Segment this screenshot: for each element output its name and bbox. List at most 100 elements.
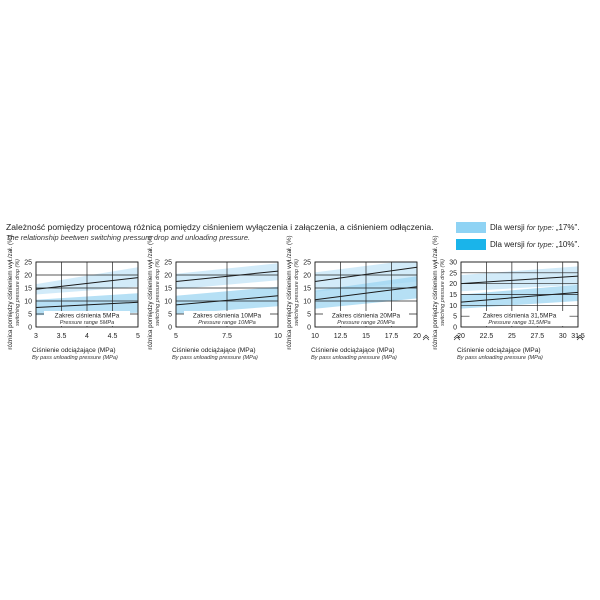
y-tick-label: 0 xyxy=(168,325,172,332)
y-tick-label: 15 xyxy=(164,286,172,293)
x-tick-label: 3.5 xyxy=(57,333,67,340)
chart-1: 0 5 10 15 20 25 3 3.5 4 4.5 5 Zakres ciśnienia 5MPa… xyxy=(7,235,140,361)
range-label: Zakres ciśnienia 5MPa xyxy=(55,313,120,320)
x-tick-label: 30 xyxy=(559,333,567,340)
legend-swatch-10 xyxy=(456,239,486,250)
y-axis-label: różnica pomiędzy ciśnieniem wył./zał. (%… xyxy=(7,235,14,349)
x-axis-label-en: By pass unloading pressure (MPa) xyxy=(32,355,118,361)
range-label: Zakres ciśnienia 10MPa xyxy=(193,313,262,320)
legend-swatch-17 xyxy=(456,222,486,233)
y-tick-label: 5 xyxy=(28,312,32,319)
x-axis-label-en: By pass unloading pressure (MPa) xyxy=(172,355,258,361)
y-tick-label: 20 xyxy=(24,273,32,280)
legend-item-17: Dla wersji for type: „17%". xyxy=(456,221,596,234)
x-axis-label-en: By pass unloading pressure (MPa) xyxy=(457,355,543,361)
series-line-2 xyxy=(461,291,578,303)
y-tick-label: 15 xyxy=(449,292,457,299)
legend-value: „17%". xyxy=(555,223,580,232)
legend-value: „10%". xyxy=(555,240,580,249)
x-tick-label: 25 xyxy=(508,333,516,340)
x-tick-label: 22.5 xyxy=(480,333,494,340)
range-label-box xyxy=(44,311,130,326)
range-label: Zakres ciśnienia 31,5MPa xyxy=(483,313,557,320)
figure-subtitle: The relationship beetwen switching press… xyxy=(6,233,251,242)
x-axis-label: Ciśnienie odciążające (MPa) xyxy=(32,347,116,354)
legend-label: Dla wersji xyxy=(490,240,525,249)
range-label-en: Pressure range 10MPa xyxy=(198,320,256,326)
y-tick-label: 0 xyxy=(28,325,32,332)
y-tick-label: 20 xyxy=(449,281,457,288)
range-label: Zakres ciśnienia 20MPa xyxy=(332,313,401,320)
legend-type-label: for type: xyxy=(526,223,554,232)
x-tick-label: 5 xyxy=(136,333,140,340)
y-axis-label-en: switching pressure drop (%) xyxy=(294,259,300,326)
x-tick-label: 7.5 xyxy=(222,333,232,340)
tolerance-band-2 xyxy=(461,284,578,309)
range-label-en: Pressure range 20MPa xyxy=(337,320,395,326)
figure-title: Zależność pomiędzy procentową różnicą po… xyxy=(6,222,434,232)
y-tick-label: 10 xyxy=(24,299,32,306)
y-tick-label: 0 xyxy=(453,325,457,332)
axis-break-mark xyxy=(576,334,584,341)
x-tick-label: 20 xyxy=(413,333,421,340)
y-tick-label: 5 xyxy=(168,312,172,319)
x-tick-label: 27.5 xyxy=(530,333,544,340)
plot-frame xyxy=(314,261,418,328)
x-tick-label: 4.5 xyxy=(108,333,118,340)
y-tick-label: 15 xyxy=(303,286,311,293)
plot-frame xyxy=(175,261,279,328)
y-tick-label: 20 xyxy=(303,273,311,280)
y-tick-label: 0 xyxy=(307,325,311,332)
range-label-box xyxy=(469,311,570,326)
y-tick-label: 10 xyxy=(303,299,311,306)
x-tick-label: 5 xyxy=(174,333,178,340)
range-label-en: Pressure range 31,5MPa xyxy=(488,320,550,326)
y-tick-label: 25 xyxy=(24,260,32,267)
y-axis-label: różnica pomiędzy ciśnieniem wył./zał. (%… xyxy=(286,235,293,349)
x-tick-label: 3 xyxy=(34,333,38,340)
axis-break-mark xyxy=(453,334,461,341)
series-line-1 xyxy=(461,275,578,285)
x-axis-label: Ciśnienie odciążające (MPa) xyxy=(457,347,541,354)
y-axis-label-en: switching pressure drop (%) xyxy=(15,259,21,326)
x-axis-label-en: By pass unloading pressure (MPa) xyxy=(311,355,397,361)
y-tick-label: 25 xyxy=(303,260,311,267)
axis-break-mark xyxy=(422,334,430,341)
x-tick-label: 20 xyxy=(457,333,465,340)
legend-type-label: for type: xyxy=(526,240,554,249)
chart-3: 0 5 10 15 20 25 10 12.5 15 17.5 20 Zakres ciśnienia… xyxy=(286,235,430,361)
y-tick-label: 10 xyxy=(164,299,172,306)
y-tick-label: 15 xyxy=(24,286,32,293)
x-tick-label: 31.5 xyxy=(571,333,585,340)
x-tick-label: 10 xyxy=(274,333,282,340)
y-tick-label: 5 xyxy=(307,312,311,319)
range-label-en: Pressure range 5MPa xyxy=(60,320,114,326)
y-tick-label: 5 xyxy=(453,314,457,321)
x-tick-label: 10 xyxy=(311,333,319,340)
plot-frame xyxy=(35,261,139,328)
y-tick-label: 10 xyxy=(449,303,457,310)
y-tick-label: 20 xyxy=(164,273,172,280)
y-axis-label-en: switching pressure drop (%) xyxy=(440,259,446,326)
range-label-box xyxy=(184,311,270,326)
plot-frame xyxy=(460,261,579,328)
y-tick-label: 25 xyxy=(164,260,172,267)
range-label-box xyxy=(323,311,409,326)
y-axis-label: różnica pomiędzy ciśnieniem wył./zał. (%… xyxy=(147,235,154,349)
x-axis-label: Ciśnienie odciążające (MPa) xyxy=(172,347,256,354)
y-tick-label: 25 xyxy=(449,270,457,277)
x-tick-label: 12.5 xyxy=(334,333,348,340)
y-axis-label: różnica pomiędzy ciśnieniem wył./zał. (%… xyxy=(432,235,439,349)
y-axis-label-en: switching pressure drop (%) xyxy=(155,259,161,326)
y-tick-label: 30 xyxy=(449,260,457,267)
x-axis-label: Ciśnienie odciążające (MPa) xyxy=(311,347,395,354)
legend-item-10: Dla wersji for type: „10%". xyxy=(456,238,596,251)
legend: Dla wersji for type: „17%". Dla wersji f… xyxy=(456,221,596,255)
x-tick-label: 17.5 xyxy=(385,333,399,340)
x-tick-label: 4 xyxy=(85,333,89,340)
legend-label: Dla wersji xyxy=(490,223,525,232)
chart-4: 0 5 10 15 20 25 30 20 22.5 25 27.5 30 31.5 Zakres ciś… xyxy=(432,235,585,361)
x-tick-label: 15 xyxy=(362,333,370,340)
